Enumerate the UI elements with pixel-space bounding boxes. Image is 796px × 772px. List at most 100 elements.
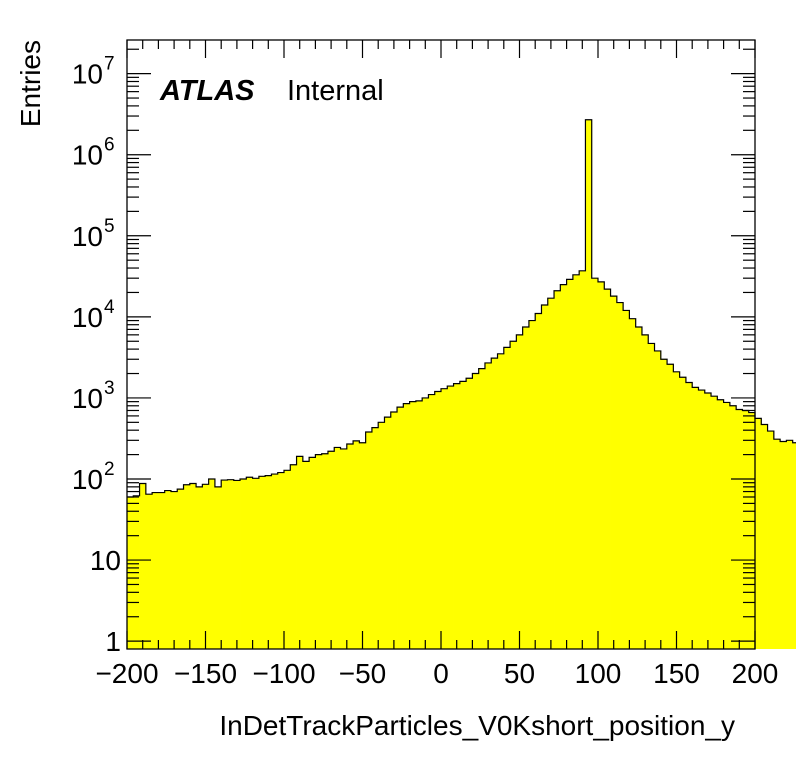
histogram-bar [679, 377, 687, 649]
histogram-bar [403, 403, 410, 649]
histogram-bar [535, 313, 542, 649]
x-tick-label: 200 [732, 658, 779, 689]
y-tick-label: 1 [105, 626, 121, 657]
histogram-bar [189, 483, 197, 649]
histogram-bar [327, 451, 335, 649]
histogram-bar [610, 296, 618, 649]
x-tick-label: 150 [653, 658, 700, 689]
histogram-bar [704, 393, 712, 649]
histogram-bar [748, 412, 756, 649]
histogram-bar [685, 382, 693, 649]
histogram-bar [472, 373, 480, 649]
histogram-bar [711, 396, 718, 649]
histogram-bar [554, 290, 561, 649]
histogram-bar [623, 310, 630, 649]
histogram-bar [755, 418, 762, 649]
y-tick-label: 10 [72, 140, 103, 171]
x-tick-labels: −200 −150 −100 −50 0 50 100 150 200 [95, 658, 778, 689]
histogram-bar [560, 284, 567, 649]
histogram-bar [139, 483, 147, 649]
histogram-bar [635, 326, 643, 649]
atlas-label: ATLAS [159, 75, 255, 107]
histogram-bar [729, 405, 737, 649]
histogram-bins [127, 119, 796, 650]
histogram-bar [572, 274, 580, 649]
histogram-bar [240, 479, 247, 649]
x-tick-label: 0 [433, 658, 449, 689]
histogram-bar [434, 391, 442, 649]
histogram-bar [296, 456, 304, 649]
histogram-bar [773, 439, 781, 649]
histogram-bar [183, 484, 191, 649]
histogram-bar [673, 371, 681, 649]
y-tick-label: 10 [72, 302, 103, 333]
histogram-bar [780, 441, 787, 649]
y-tick-label: 10 [72, 464, 103, 495]
histogram-bar [208, 479, 216, 649]
histogram-bar [340, 448, 348, 649]
histogram-bar [196, 486, 203, 649]
histogram-bar [252, 478, 260, 649]
histogram-bar [648, 343, 655, 649]
histogram-bar [145, 494, 153, 649]
x-tick-label: 50 [504, 658, 535, 689]
histogram-bar [233, 480, 241, 649]
histogram-bar [585, 119, 593, 650]
histogram-bar [742, 410, 750, 649]
histogram-bar [654, 350, 662, 649]
x-tick-label: −50 [339, 658, 387, 689]
y-tick-exponent: 5 [104, 216, 115, 237]
histogram-bar [786, 440, 794, 649]
histogram-bar [447, 386, 454, 649]
histogram-bar [497, 353, 505, 649]
histogram-bar [258, 476, 266, 649]
histogram-bar [466, 378, 473, 649]
histogram-bar [284, 470, 291, 649]
y-tick-exponent: 7 [104, 54, 115, 75]
histogram-bar [309, 457, 316, 649]
y-tick-label: 10 [72, 59, 103, 90]
histogram-bar [334, 447, 341, 649]
internal-label: Internal [287, 75, 384, 107]
histogram-bar [346, 444, 354, 649]
histogram-bar [164, 490, 172, 649]
histogram-bar [321, 453, 329, 649]
histogram-bar [579, 270, 586, 649]
histogram-bar [503, 347, 511, 649]
histogram-bar [315, 454, 323, 649]
histogram-bar [359, 442, 367, 649]
histogram-bar [353, 440, 360, 649]
histogram-bar [767, 431, 775, 649]
histogram-bar [616, 302, 624, 649]
histogram-bar [290, 464, 297, 649]
y-axis-title: Entries [15, 40, 46, 127]
histogram-bar [271, 474, 279, 649]
histogram-bar [227, 479, 235, 649]
histogram-bar [152, 492, 159, 649]
x-tick-label: −150 [174, 658, 237, 689]
histogram-bar [409, 401, 417, 649]
histogram-bar [158, 492, 166, 649]
x-axis-title: InDetTrackParticles_V0Kshort_position_y [219, 710, 735, 741]
histogram-bar [660, 359, 668, 649]
plot-frame [126, 39, 756, 650]
y-tick-exponent: 4 [104, 297, 115, 318]
histogram-bar [736, 409, 743, 649]
x-tick-label: −100 [252, 658, 315, 689]
histogram-bar [441, 388, 448, 649]
histogram-bar [478, 368, 486, 649]
histogram-bar [547, 298, 555, 649]
histogram-bar [214, 486, 222, 649]
histogram-bar [698, 390, 706, 649]
histogram-bar [422, 397, 429, 649]
histogram-bar [170, 491, 178, 649]
y-tick-label: 10 [72, 383, 103, 414]
histogram-bar [717, 399, 724, 649]
histogram-bar [453, 383, 461, 649]
x-tick-label: 100 [575, 658, 622, 689]
histogram-bar [371, 427, 379, 649]
histogram-bar [397, 407, 404, 649]
histogram-bar [246, 477, 253, 649]
